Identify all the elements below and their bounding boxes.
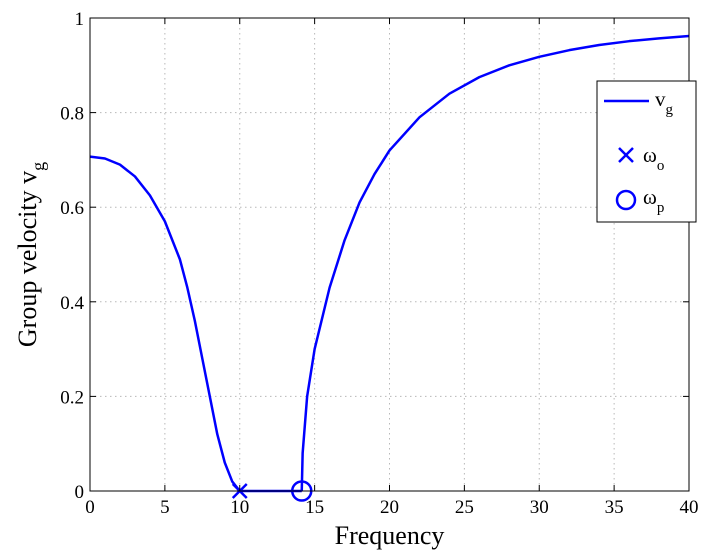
x-tick-label: 30 [530,497,549,518]
y-tick-label: 0.8 [60,104,84,125]
y-tick-label: 0.2 [60,387,84,408]
x-tick-label: 5 [160,497,170,518]
legend-label-omega-p-sub: p [657,200,665,216]
legend-label-omega-o-main: ω [643,143,657,167]
legend-label-omega-p: ωp [643,185,664,216]
x-tick-label: 25 [455,497,474,518]
y-tick-label: 1 [75,9,85,30]
x-tick-label: 40 [680,497,699,518]
x-tick-label: 0 [85,497,95,518]
x-tick-label: 15 [305,497,324,518]
y-tick-label: 0.6 [60,198,84,219]
legend-label-omega-o-sub: o [657,158,665,174]
x-tick-label: 35 [605,497,624,518]
y-axis-label-sub: g [28,162,48,171]
x-axis-label: Frequency [335,521,445,550]
legend-label-vg: vg [655,87,674,118]
legend-box [596,80,697,223]
y-tick-label: 0 [75,482,85,503]
vg-curve-segment [89,155,241,492]
y-axis-label-group: Group velocity vg [13,162,48,347]
y-axis-label-main: Group velocity v [13,171,42,347]
legend: vg ωo ωp [596,80,697,223]
y-tick-label: 0.4 [60,293,84,314]
y-axis-label: Group velocity vg [13,162,48,347]
legend-label-omega-o: ωo [643,143,664,174]
grid-lines [90,18,689,491]
axis-ticks: 0 5 10 15 20 25 30 35 40 0 0.2 0.4 0.6 0.8 1 [60,9,698,518]
legend-circle-marker-icon [615,189,637,211]
x-tick-label: 10 [230,497,249,518]
legend-label-omega-p-main: ω [643,185,657,209]
x-tick-label: 20 [380,497,399,518]
legend-label-vg-main: v [655,87,666,111]
vg-curve-segment [300,34,690,492]
legend-x-marker-icon [618,147,634,163]
legend-label-vg-sub: g [666,102,674,118]
